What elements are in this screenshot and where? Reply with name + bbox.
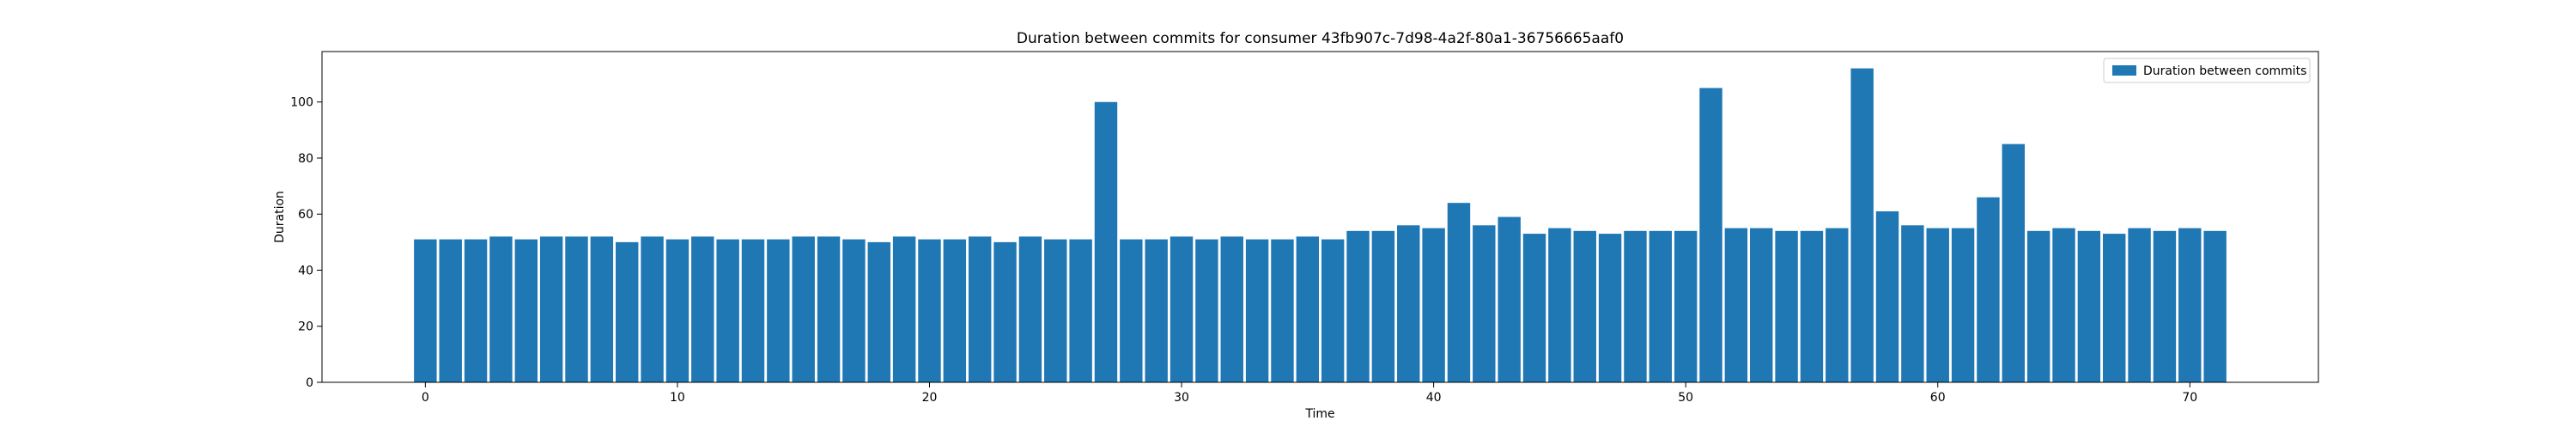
bar [1195,239,1218,382]
bar [1371,230,1395,382]
bar [1951,228,1975,382]
bar [1724,228,1748,382]
bar [1875,210,1899,382]
bar [2178,228,2202,382]
bar [1447,203,1471,382]
bar [1473,225,1496,382]
bar [1296,236,1320,382]
x-tick-label: 0 [422,391,429,405]
x-tick-label: 40 [1426,391,1442,405]
y-tick-label: 80 [298,152,313,166]
ticks-group: 0 10 20 30 40 50 60 70 0 20 40 60 80 100 [290,96,2197,405]
bar [1346,230,1370,382]
bar [1926,228,1949,382]
bars-group [414,68,2227,383]
bar [842,239,866,382]
bar [1422,228,1445,382]
legend: Duration between commits [2103,58,2311,83]
x-tick-label: 10 [670,391,685,405]
legend-label: Duration between commits [2143,64,2306,78]
x-axis-label: Time [1304,407,1334,421]
bar [1901,225,1924,382]
bar [464,239,488,382]
bar [590,236,614,382]
bar [2153,230,2177,382]
y-tick-label: 60 [298,208,313,222]
bar [918,239,941,382]
y-tick-label: 20 [298,320,313,334]
bar [2203,230,2227,382]
bar [616,241,639,382]
bar [1674,230,1698,382]
bar [2002,143,2025,383]
bar [1245,239,1269,382]
bar [1573,230,1596,382]
x-tick-label: 50 [1678,391,1693,405]
bar [565,236,588,382]
x-tick-label: 60 [1930,391,1946,405]
bar [514,239,538,382]
bar [716,239,739,382]
bar [414,239,437,382]
legend-swatch [2112,65,2136,76]
legend-box [2103,58,2311,83]
bar [665,239,690,382]
plot-frame [321,51,2319,383]
y-tick-label: 100 [290,96,313,110]
bar [792,236,815,382]
bar [1094,101,1118,382]
bar [1145,239,1168,382]
bar [489,236,513,382]
bar [2103,234,2126,382]
bar [817,236,841,382]
y-tick-label: 40 [298,264,313,277]
bar [741,239,765,382]
x-tick-label: 30 [1174,391,1189,405]
bar [1699,88,1722,383]
bar [539,236,563,382]
bar [1018,236,1042,382]
bar [1522,234,1546,382]
x-tick-label: 20 [922,391,938,405]
bar [968,236,992,382]
bar [1220,236,1243,382]
bar [1548,228,1571,382]
bar [1271,239,1294,382]
bar [1321,239,1345,382]
bar [767,239,790,382]
bar [1800,230,1824,382]
y-tick-label: 0 [306,376,313,390]
bar [892,236,916,382]
y-axis-label: Duration [273,191,287,243]
bar [1624,230,1647,382]
bar [1750,228,1773,382]
bar [1120,239,1143,382]
bar [1826,228,1849,382]
bar [2077,230,2101,382]
bar [993,241,1017,382]
bar [1775,230,1798,382]
bar [1649,230,1673,382]
bar [2026,230,2050,382]
bar [2128,228,2151,382]
bar [1598,234,1622,382]
bar [2052,228,2075,382]
bar [1044,239,1067,382]
chart-title: Duration between commits for consumer 43… [1017,30,1624,47]
bar [943,239,967,382]
bar [867,241,890,382]
x-tick-label: 70 [2182,391,2197,405]
bar [1498,216,1521,382]
bar [641,236,664,382]
bar [1397,225,1420,382]
bar [439,239,462,382]
bar [1069,239,1092,382]
bar [1850,68,1874,382]
bar [1977,197,2000,382]
bar [691,236,714,382]
bar [1170,236,1194,382]
